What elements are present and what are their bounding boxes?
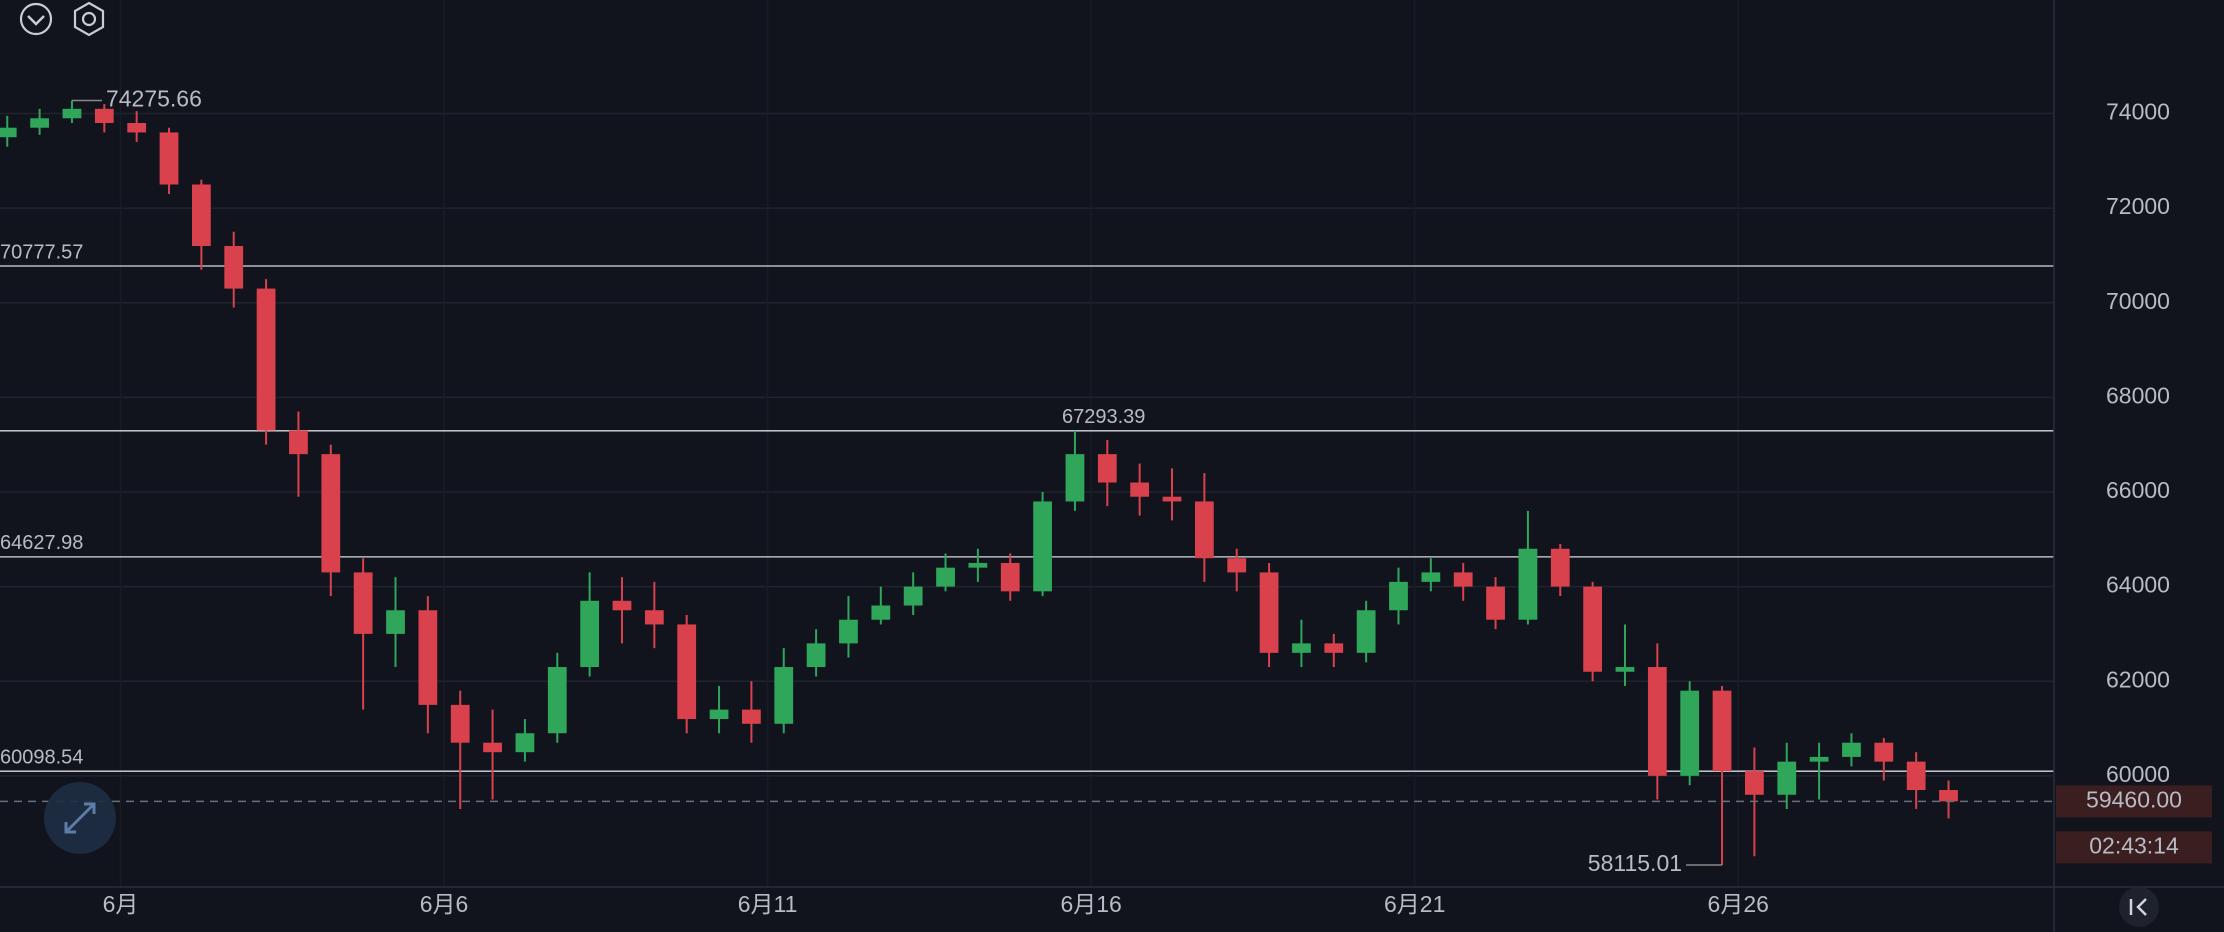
candle-body (0, 127, 17, 138)
grid (0, 112, 2054, 777)
x-tick-label: 6月6 (420, 891, 469, 917)
candle-body (386, 610, 405, 634)
candle-body (1680, 690, 1700, 776)
candle-body (1162, 496, 1182, 502)
candle-body (1292, 643, 1311, 653)
candle-body (1874, 742, 1894, 762)
candle-body (580, 600, 600, 668)
candle-body (224, 245, 244, 289)
candle-body (515, 733, 535, 753)
candle-body (644, 610, 664, 625)
candle-body (1259, 572, 1279, 653)
x-tick-label: 6月16 (1060, 891, 1121, 917)
candle-body (94, 108, 114, 123)
candle-body (709, 709, 729, 720)
candle-body (1033, 501, 1052, 592)
candle-body (1712, 690, 1732, 772)
candle-body (1809, 756, 1829, 762)
candle-body (1906, 761, 1926, 791)
countdown-box (2056, 831, 2212, 864)
expand-button[interactable] (44, 782, 116, 854)
price-line-label: 64627.98 (0, 532, 83, 554)
candle-body (871, 605, 891, 620)
candle-body (1939, 790, 1958, 802)
candle-body (450, 704, 470, 743)
candle-body (1842, 742, 1861, 757)
expand-icon (64, 802, 96, 834)
candle-body (547, 667, 567, 734)
candle-body (30, 118, 49, 128)
price-line-label: 70777.57 (0, 241, 83, 263)
candle-body (353, 572, 373, 634)
candle-body (62, 108, 82, 119)
candle-body (1389, 581, 1408, 611)
scroll-to-latest-button[interactable] (2119, 887, 2159, 927)
candle-body (1486, 586, 1505, 620)
scroll-icon (2129, 898, 2147, 916)
candle-body (159, 132, 179, 185)
price-line-label: 67293.39 (1062, 406, 1145, 428)
y-tick-label: 74000 (2106, 99, 2170, 125)
candle-body (1194, 501, 1214, 559)
last-price-box (2056, 785, 2212, 818)
candle-body (839, 619, 858, 644)
candle-body (127, 122, 147, 133)
candle-body (968, 562, 988, 568)
candle-body (256, 288, 276, 431)
candle-body (1130, 482, 1150, 497)
candle-body (1324, 643, 1344, 653)
collapse-circle (19, 2, 53, 36)
candle-body (1615, 667, 1635, 672)
candle-body (1065, 454, 1085, 502)
candle-body (677, 624, 697, 720)
min-label: 58115.01 (1588, 850, 1682, 876)
settings-button[interactable] (73, 1, 105, 37)
candle-body (806, 643, 826, 668)
candle-body (1745, 771, 1764, 795)
candle-body (418, 610, 438, 705)
candle-body (1097, 454, 1117, 483)
candle-body (289, 430, 308, 455)
settings-dot (81, 11, 97, 27)
candle-body (1583, 586, 1603, 672)
candle-body (1000, 562, 1020, 592)
y-tick-label: 66000 (2106, 477, 2170, 503)
candle-body (1453, 572, 1473, 587)
collapse-chevron (27, 15, 45, 26)
candle-body (483, 742, 502, 753)
countdown-label: 02:43:14 (2089, 832, 2179, 858)
candle-body (936, 567, 955, 587)
y-tick-label: 68000 (2106, 382, 2170, 408)
candle-body (1518, 548, 1538, 620)
candle-body (612, 600, 632, 611)
candle-body (742, 709, 761, 724)
candle-body (191, 184, 211, 246)
candle-body (903, 586, 923, 606)
candle-body (321, 454, 341, 573)
price-line-label: 60098.54 (0, 746, 83, 768)
y-tick-label: 72000 (2106, 193, 2170, 219)
plot: 70777.57 67293.39 64627.98 60098.54 74275.66… (0, 86, 2054, 876)
y-tick-label: 70000 (2106, 288, 2170, 314)
x-tick-label: 6月11 (738, 891, 798, 917)
collapse-button[interactable] (19, 2, 53, 36)
max-label: 74275.66 (106, 86, 202, 112)
candle-body (1227, 558, 1247, 573)
x-tick-label: 6月 (103, 891, 139, 917)
last-price-label: 59460.00 (2086, 786, 2182, 812)
candle-body (1356, 610, 1376, 653)
x-tick-label: 6月21 (1384, 891, 1445, 917)
settings-hex (73, 1, 105, 37)
candle-body (1421, 572, 1441, 582)
y-tick-label: 60000 (2106, 761, 2170, 787)
y-tick-label: 62000 (2106, 666, 2170, 692)
y-tick-label: 64000 (2106, 572, 2170, 598)
candle-body (1550, 548, 1570, 587)
candle-body (774, 667, 794, 724)
candle-body (1647, 667, 1667, 776)
x-tick-label: 6月26 (1708, 891, 1769, 917)
candle-body (1777, 761, 1797, 795)
